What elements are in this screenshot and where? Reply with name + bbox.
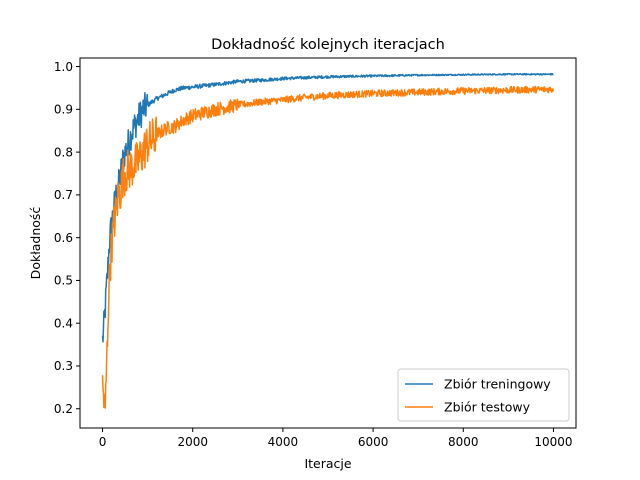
y-tick-label: 0.8 xyxy=(54,145,73,159)
y-tick-label: 0.2 xyxy=(54,402,73,416)
test-series-line xyxy=(101,85,555,409)
y-axis: 0.2 0.3 0.4 0.5 0.6 0.7 0.8 0.9 1.0 xyxy=(54,60,80,416)
x-tick-label: 0 xyxy=(99,435,107,449)
plot-series xyxy=(101,72,555,409)
x-axis: 0 2000 4000 6000 8000 10000 xyxy=(99,428,573,449)
x-axis-label: Iteracje xyxy=(304,456,351,471)
chart-title: Dokładność kolejnych iteracjach xyxy=(211,37,445,53)
y-tick-label: 0.6 xyxy=(54,231,73,245)
x-tick-label: 6000 xyxy=(358,435,389,449)
legend: Zbiór treningowy Zbiór testowy xyxy=(397,368,570,422)
y-tick-label: 0.4 xyxy=(54,316,73,330)
training-series-line xyxy=(101,72,554,343)
legend-label-test: Zbiór testowy xyxy=(444,400,531,415)
x-tick-label: 2000 xyxy=(177,435,208,449)
y-tick-label: 0.5 xyxy=(54,274,73,288)
y-tick-label: 0.9 xyxy=(54,103,73,117)
y-tick-label: 1.0 xyxy=(54,60,73,74)
y-axis-label: Dokładność xyxy=(28,207,43,280)
x-tick-label: 8000 xyxy=(448,435,479,449)
plot-frame xyxy=(79,57,577,429)
y-tick-label: 0.3 xyxy=(54,359,73,373)
x-tick-label: 10000 xyxy=(534,435,572,449)
legend-label-training: Zbiór treningowy xyxy=(444,377,551,392)
y-tick-label: 0.7 xyxy=(54,188,73,202)
legend-box xyxy=(397,368,570,422)
x-tick-label: 4000 xyxy=(268,435,299,449)
